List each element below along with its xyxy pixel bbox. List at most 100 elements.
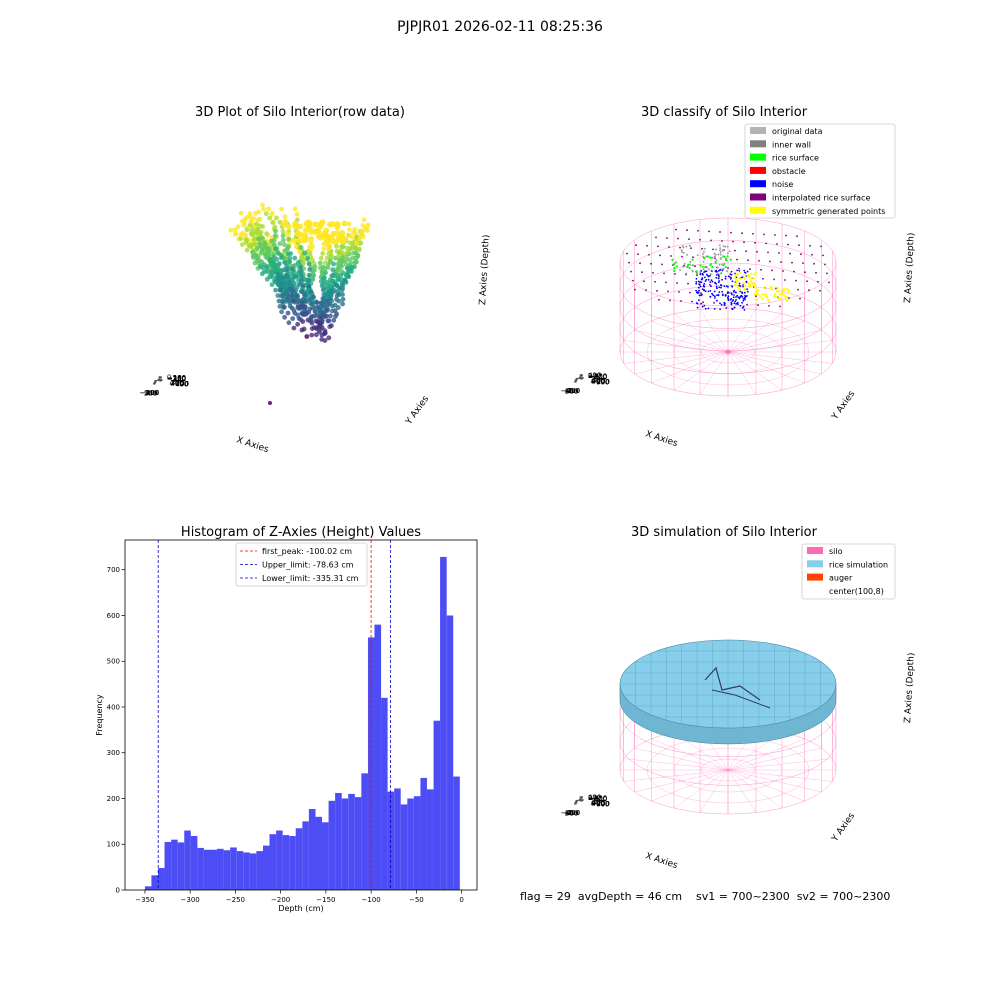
classify-interpolated-point [687,282,689,285]
classify-noise-point [733,289,736,292]
raw-point [272,237,277,243]
classify-noise-point [704,276,706,279]
classify-original-point [722,248,725,251]
raw-point [287,281,292,287]
classify-noise-point [716,270,718,273]
classify-panel-title: 3D classify of Silo Interior [641,105,808,120]
classify-noise-point [739,290,742,293]
raw-point [297,223,304,230]
classify-symmetric-point [753,273,756,276]
raw-point [301,326,307,332]
histogram-bar [295,828,303,890]
classify-noise-point [737,296,740,299]
classify-original-point [703,250,705,253]
classify-silo-ring [619,217,837,307]
histogram-bar [262,845,270,890]
classify-original-point [683,262,686,265]
raw-point [301,233,308,240]
classify-noise-point [723,285,726,288]
raw-point [330,230,337,237]
classify-noise-point [695,302,698,304]
classify-z-tick: 0 [588,372,592,380]
classify-interpolated-point [800,253,802,256]
classify-interpolated-point [774,234,776,236]
classify-rice-point [723,255,726,258]
classify-interpolated-point [808,289,810,292]
raw-point [244,247,250,253]
classify-interpolated-point [797,288,799,291]
classify-original-point [722,245,725,248]
simulation-y-tick-mark [579,798,585,801]
raw-point [357,236,362,242]
simulation-z-tick: 0 [588,794,592,802]
raw-point [266,206,271,212]
classify-interpolated-point [674,273,676,275]
classify-rice-point [711,266,714,269]
classify-interpolated-point [782,270,784,272]
back-grid-c [577,795,581,797]
raw-x-tick: 200 [144,389,157,397]
histogram-bar [361,773,368,890]
classify-original-point [685,245,688,248]
classify-rice-point [720,272,723,275]
raw-point [299,289,305,294]
raw-point [327,221,334,228]
raw-point [282,242,287,248]
classify-interpolated-point [709,283,711,286]
simulation-y-tick-mark [578,800,583,802]
histogram-x-tick-label: −100 [362,896,381,904]
classify-original-point [682,251,685,254]
classify-interpolated-point [700,292,702,295]
raw-point [325,265,331,270]
raw-point [329,308,335,314]
classify-symmetric-point [742,274,745,277]
raw-point [257,241,263,247]
classify-noise-point [715,274,718,276]
histogram-bar [249,853,257,890]
classify-noise-point [714,270,717,273]
classify-interpolated-point [756,250,758,253]
raw-point [340,255,345,260]
classify-rice-point [729,258,732,261]
raw-point [308,228,315,235]
simulation-y-tick-mark [578,799,584,801]
simulation-legend-swatch [807,560,823,568]
classify-interpolated-point [661,263,663,266]
classify-rice-point [688,266,691,269]
classify-noise-point [742,305,745,308]
classify-legend-swatch [750,127,766,134]
classify-interpolated-point [648,253,650,256]
classify-interpolated-point [787,243,789,246]
classify-interpolated-point [742,285,744,288]
classify-noise-point [704,280,707,282]
raw-point [322,308,328,314]
histogram-bar [308,809,316,890]
raw-point [319,325,325,330]
raw-point [306,278,311,283]
raw-point [291,325,297,331]
histogram-bar [289,836,296,890]
classify-x-tick-mark [575,378,578,383]
classify-original-point [685,272,688,275]
raw-point [239,242,245,248]
raw-point [261,206,267,212]
raw-point [361,234,366,240]
classify-original-point [709,273,712,275]
classify-original-point [714,255,716,258]
raw-point [334,293,340,299]
classify-interpolated-point [789,252,791,255]
histogram-bar [354,797,362,890]
simulation-x-tick: 400 [565,809,578,817]
classify-noise-point [735,296,737,298]
raw-x-tick: 300 [144,389,157,397]
histogram-bar [440,556,447,890]
classify-noise-point [731,307,733,310]
raw-point [306,261,312,267]
classify-symmetric-point [754,271,758,274]
raw-point [300,255,305,260]
raw-x-tick-mark [154,380,158,385]
raw-point [322,338,328,343]
simulation-y-tick-mark [578,799,583,802]
classify-interpolated-point [804,271,806,274]
classify-symmetric-point [757,293,760,296]
